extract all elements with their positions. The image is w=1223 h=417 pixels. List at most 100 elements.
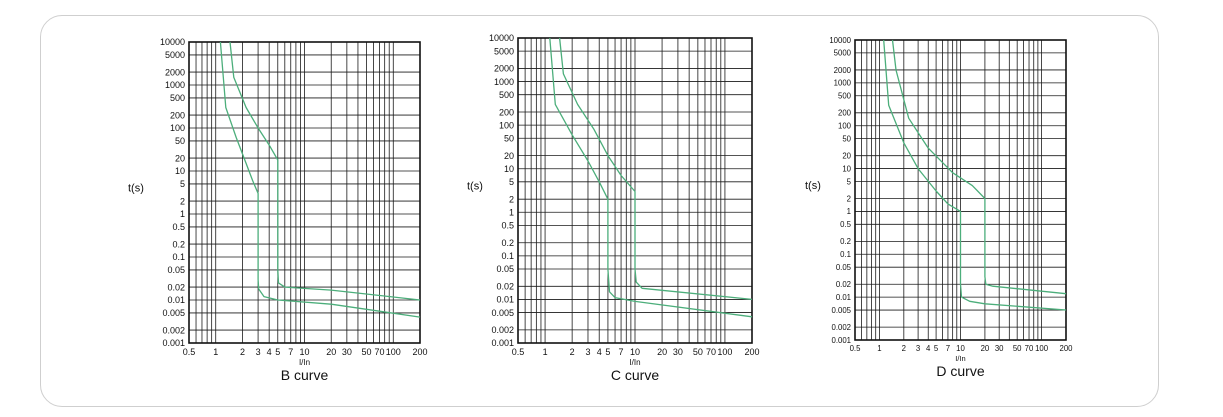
y-tick-label: 0.1: [840, 250, 851, 259]
x-tick-label: 200: [412, 347, 427, 357]
y-tick-label: 500: [170, 93, 185, 103]
y-tick-label: 0.5: [840, 220, 852, 229]
y-tick-label: 5: [180, 179, 185, 189]
x-tick-label: 20: [326, 347, 336, 357]
x-tick-label: 1: [543, 347, 548, 357]
x-tick-label: 70: [1025, 344, 1034, 353]
y-tick-label: 0.01: [167, 295, 185, 305]
y-tick-label: 1: [180, 209, 185, 219]
y-tick-label: 0.2: [840, 237, 851, 246]
y-tick-label: 0.02: [167, 282, 185, 292]
y-tick-label: 0.05: [167, 265, 185, 275]
y-tick-label: 1000: [165, 80, 185, 90]
y-tick-label: 50: [175, 136, 185, 146]
x-tick-label: 5: [934, 344, 939, 353]
y-tick-label: 2: [180, 196, 185, 206]
y-tick-label: 0.05: [836, 263, 852, 272]
x-tick-label: 70: [375, 347, 385, 357]
y-tick-label: 1000: [494, 77, 514, 87]
y-tick-label: 0.005: [831, 306, 851, 315]
y-tick-label: 100: [838, 122, 852, 131]
y-tick-label: 0.05: [496, 264, 514, 274]
y-tick-label: 20: [842, 151, 851, 160]
y-tick-label: 10: [504, 164, 514, 174]
x-tick-label: 200: [1059, 344, 1073, 353]
x-tick-label: 10: [299, 347, 309, 357]
series-line-1: [558, 37, 753, 301]
y-tick-label: 2: [509, 194, 514, 204]
x-tick-label: 100: [386, 347, 401, 357]
x-tick-label: 4: [267, 347, 272, 357]
chart-title: C curve: [611, 367, 659, 383]
y-tick-label: 0.002: [162, 325, 185, 335]
series-line-0: [549, 37, 753, 318]
x-tick-label: 2: [240, 347, 245, 357]
y-tick-label: 5: [847, 177, 852, 186]
y-tick-label: 0.002: [831, 323, 851, 332]
y-tick-label: 2000: [494, 64, 514, 74]
series-line-1: [229, 41, 421, 301]
x-tick-label: 20: [981, 344, 990, 353]
y-tick-label: 0.5: [501, 221, 514, 231]
y-tick-label: 0.001: [491, 338, 514, 348]
x-tick-label: 7: [288, 347, 293, 357]
y-tick-label: 0.2: [501, 238, 514, 248]
x-tick-label: 200: [744, 347, 759, 357]
x-tick-label: 100: [717, 347, 732, 357]
y-tick-label: 10000: [829, 36, 851, 45]
y-tick-label: 2000: [165, 67, 185, 77]
y-tick-label: 10: [842, 164, 851, 173]
y-tick-label: 100: [499, 120, 514, 130]
y-tick-label: 0.02: [836, 280, 851, 289]
y-tick-label: 2000: [834, 66, 852, 75]
y-tick-label: 0.02: [496, 282, 514, 292]
y-axis-label: t(s): [805, 180, 821, 192]
x-tick-label: 30: [995, 344, 1004, 353]
x-tick-label: 5: [275, 347, 280, 357]
y-tick-label: 50: [504, 133, 514, 143]
x-axis-label: I/In: [629, 358, 640, 367]
y-tick-label: 1: [509, 208, 514, 218]
y-tick-label: 0.01: [836, 293, 851, 302]
y-tick-label: 0.1: [172, 252, 185, 262]
y-tick-label: 0.005: [491, 308, 514, 318]
x-tick-label: 5: [605, 347, 610, 357]
y-tick-label: 0.001: [831, 336, 851, 345]
y-tick-label: 1: [847, 207, 851, 216]
x-tick-label: 2: [902, 344, 906, 353]
y-tick-label: 1000: [834, 79, 852, 88]
y-tick-label: 0.2: [172, 239, 185, 249]
x-tick-label: 4: [597, 347, 602, 357]
x-tick-label: 50: [693, 347, 703, 357]
y-tick-label: 20: [175, 153, 185, 163]
y-tick-label: 50: [842, 134, 851, 143]
plot-frame: [854, 39, 1067, 341]
y-axis-label: t(s): [467, 181, 483, 193]
y-tick-label: 500: [838, 92, 852, 101]
y-tick-label: 5000: [834, 49, 852, 58]
y-tick-label: 200: [499, 107, 514, 117]
chart-1: 100005000200010005002001005020105210.50.…: [467, 33, 760, 383]
y-tick-label: 200: [838, 109, 852, 118]
y-tick-label: 2: [847, 194, 851, 203]
y-tick-label: 20: [504, 151, 514, 161]
x-axis-label: I/In: [955, 354, 965, 363]
y-tick-label: 0.005: [162, 308, 185, 318]
x-tick-label: 70: [706, 347, 716, 357]
y-tick-label: 10: [175, 166, 185, 176]
y-tick-label: 0.5: [172, 222, 185, 232]
y-tick-label: 5000: [165, 50, 185, 60]
y-tick-label: 10000: [489, 33, 514, 43]
x-tick-label: 0.5: [512, 347, 525, 357]
chart-title: D curve: [936, 363, 984, 379]
x-axis-label: I/In: [299, 358, 310, 367]
x-tick-label: 10: [630, 347, 640, 357]
plot-frame: [517, 37, 753, 344]
y-tick-label: 500: [499, 90, 514, 100]
series-line-0: [219, 41, 421, 318]
x-tick-label: 50: [362, 347, 372, 357]
y-tick-label: 0.002: [491, 325, 514, 335]
x-tick-label: 30: [342, 347, 352, 357]
plot-frame: [188, 41, 421, 344]
